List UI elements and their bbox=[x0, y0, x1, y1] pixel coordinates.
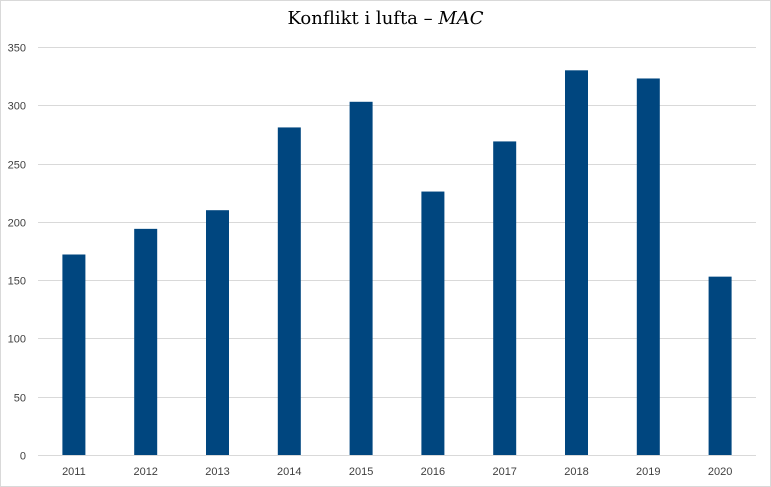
y-tick-label: 250 bbox=[8, 160, 26, 172]
gridlines bbox=[38, 47, 756, 456]
x-tick-label: 2020 bbox=[708, 466, 732, 478]
chart-title: Konflikt i lufta – MAC bbox=[0, 8, 771, 29]
y-tick-label: 50 bbox=[14, 393, 26, 405]
bar-2016 bbox=[421, 191, 445, 455]
y-tick-label: 200 bbox=[8, 218, 26, 230]
x-axis-ticks: 2011 2012 2013 2014 2015 2016 2017 2018 2019 2020 bbox=[62, 466, 732, 478]
x-tick-label: 2017 bbox=[492, 466, 516, 478]
bar-2013 bbox=[206, 210, 229, 455]
y-tick-label: 0 bbox=[20, 451, 26, 463]
bar-2019 bbox=[636, 78, 660, 455]
y-tick-label: 150 bbox=[8, 276, 26, 288]
x-tick-label: 2014 bbox=[277, 466, 301, 478]
chart-title-emphasis: MAC bbox=[438, 8, 484, 29]
y-axis-ticks: 0 50 100 150 200 250 300 350 bbox=[8, 43, 26, 463]
x-tick-label: 2015 bbox=[349, 466, 373, 478]
x-tick-label: 2013 bbox=[205, 466, 229, 478]
bar-2015 bbox=[349, 101, 373, 455]
chart-title-main: Konflikt i lufta – bbox=[287, 8, 439, 29]
x-tick-label: 2018 bbox=[564, 466, 588, 478]
bar-2018 bbox=[565, 70, 588, 456]
x-tick-label: 2012 bbox=[133, 466, 157, 478]
bar-2012 bbox=[134, 228, 158, 455]
bar-2020 bbox=[708, 276, 732, 455]
x-tick-label: 2016 bbox=[421, 466, 445, 478]
bars bbox=[62, 70, 732, 456]
bar-2011 bbox=[62, 254, 86, 455]
y-tick-label: 100 bbox=[8, 334, 26, 346]
x-tick-label: 2011 bbox=[62, 466, 86, 478]
x-tick-label: 2019 bbox=[636, 466, 660, 478]
y-tick-label: 300 bbox=[8, 101, 26, 113]
y-tick-label: 350 bbox=[8, 43, 26, 55]
bar-2017 bbox=[493, 141, 517, 455]
bar-2014 bbox=[277, 127, 301, 455]
